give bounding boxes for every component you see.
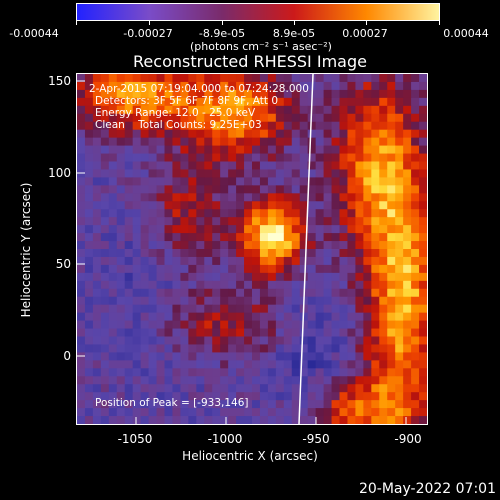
colorbar-tick-label: -0.00027 — [123, 27, 173, 40]
colorbar-tick-label: 0.00044 — [443, 27, 489, 40]
y-tick-label: 100 — [48, 166, 71, 180]
colorbar-tick-label: 8.9e-05 — [272, 27, 316, 40]
x-tick-label: -900 — [394, 432, 422, 446]
colorbar-tick-label: 0.00027 — [342, 27, 388, 40]
peak-position-text: Position of Peak = [-933,146] — [95, 397, 249, 409]
x-axis-label: Heliocentric X (arcsec) — [182, 449, 318, 463]
x-tick-label: -1000 — [207, 432, 243, 446]
colorbar-units: (photons cm⁻² s⁻¹ asec⁻²) — [190, 40, 332, 53]
time-range-text: 2-Apr-2015 07:19:04.000 to 07:24:28.000 — [89, 83, 309, 95]
y-tick-marks — [77, 80, 85, 357]
colorbar-tick-label: -8.9e-05 — [198, 27, 246, 40]
counts-text: Clean Total Counts: 9.25E+03 — [95, 119, 262, 131]
y-axis-label: Heliocentric Y (arcsec) — [19, 182, 33, 318]
x-tick-label: -1050 — [117, 432, 153, 446]
render-timestamp: 20-May-2022 07:01 — [358, 481, 496, 497]
plot-title: Reconstructed RHESSI Image — [133, 52, 367, 71]
detectors-text: Detectors: 3F 5F 6F 7F 8F 9F, Att 0 — [95, 95, 279, 107]
colorbar-ticks — [76, 21, 440, 27]
x-tick-marks — [135, 417, 407, 425]
y-tick-label: 0 — [63, 349, 71, 363]
solar-limb-line — [298, 74, 314, 424]
colorbar-tick-label: -0.00044 — [9, 27, 59, 40]
image-plot: 2-Apr-2015 07:19:04.000 to 07:24:28.000 … — [76, 73, 428, 425]
colorbar — [76, 3, 440, 21]
y-tick-label: 150 — [48, 74, 71, 88]
x-tick-label: -950 — [302, 432, 330, 446]
y-tick-label: 50 — [55, 257, 71, 271]
energy-range-text: Energy Range: 12.0 - 25.0 keV — [95, 107, 256, 119]
